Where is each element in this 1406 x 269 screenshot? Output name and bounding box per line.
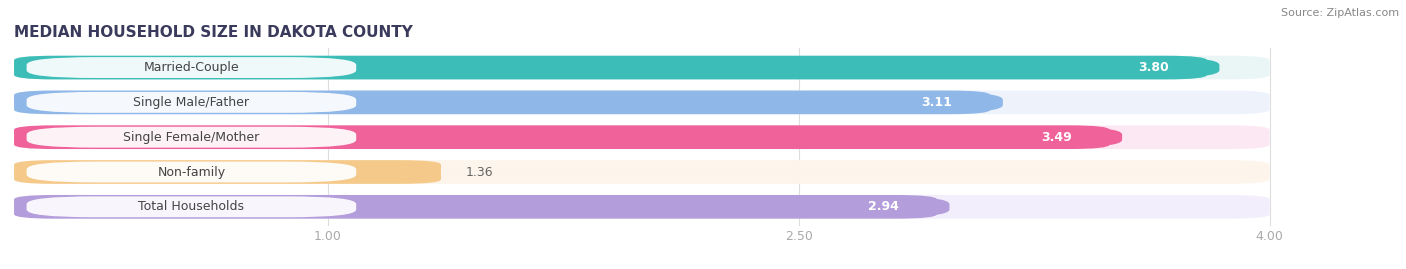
FancyBboxPatch shape: [14, 125, 1109, 149]
Text: 3.49: 3.49: [1040, 131, 1071, 144]
FancyBboxPatch shape: [27, 162, 356, 182]
FancyBboxPatch shape: [14, 56, 1270, 79]
FancyBboxPatch shape: [14, 91, 1270, 114]
Text: Total Households: Total Households: [138, 200, 245, 213]
Text: MEDIAN HOUSEHOLD SIZE IN DAKOTA COUNTY: MEDIAN HOUSEHOLD SIZE IN DAKOTA COUNTY: [14, 25, 413, 40]
FancyBboxPatch shape: [14, 125, 1270, 149]
FancyBboxPatch shape: [990, 127, 1122, 148]
FancyBboxPatch shape: [27, 196, 356, 217]
FancyBboxPatch shape: [14, 160, 441, 184]
Text: 1.36: 1.36: [465, 165, 494, 179]
Text: 2.94: 2.94: [868, 200, 898, 213]
FancyBboxPatch shape: [818, 196, 949, 217]
FancyBboxPatch shape: [14, 160, 1270, 184]
Text: Source: ZipAtlas.com: Source: ZipAtlas.com: [1281, 8, 1399, 18]
FancyBboxPatch shape: [27, 57, 356, 78]
Text: 3.80: 3.80: [1137, 61, 1168, 74]
Text: 3.11: 3.11: [921, 96, 952, 109]
Text: Single Female/Mother: Single Female/Mother: [124, 131, 260, 144]
FancyBboxPatch shape: [870, 92, 1002, 113]
Text: Non-family: Non-family: [157, 165, 225, 179]
FancyBboxPatch shape: [27, 92, 356, 113]
FancyBboxPatch shape: [14, 195, 1270, 219]
Text: Single Male/Father: Single Male/Father: [134, 96, 249, 109]
Text: Married-Couple: Married-Couple: [143, 61, 239, 74]
FancyBboxPatch shape: [1088, 57, 1219, 78]
FancyBboxPatch shape: [14, 56, 1206, 79]
FancyBboxPatch shape: [14, 195, 936, 219]
FancyBboxPatch shape: [14, 91, 990, 114]
FancyBboxPatch shape: [27, 127, 356, 148]
